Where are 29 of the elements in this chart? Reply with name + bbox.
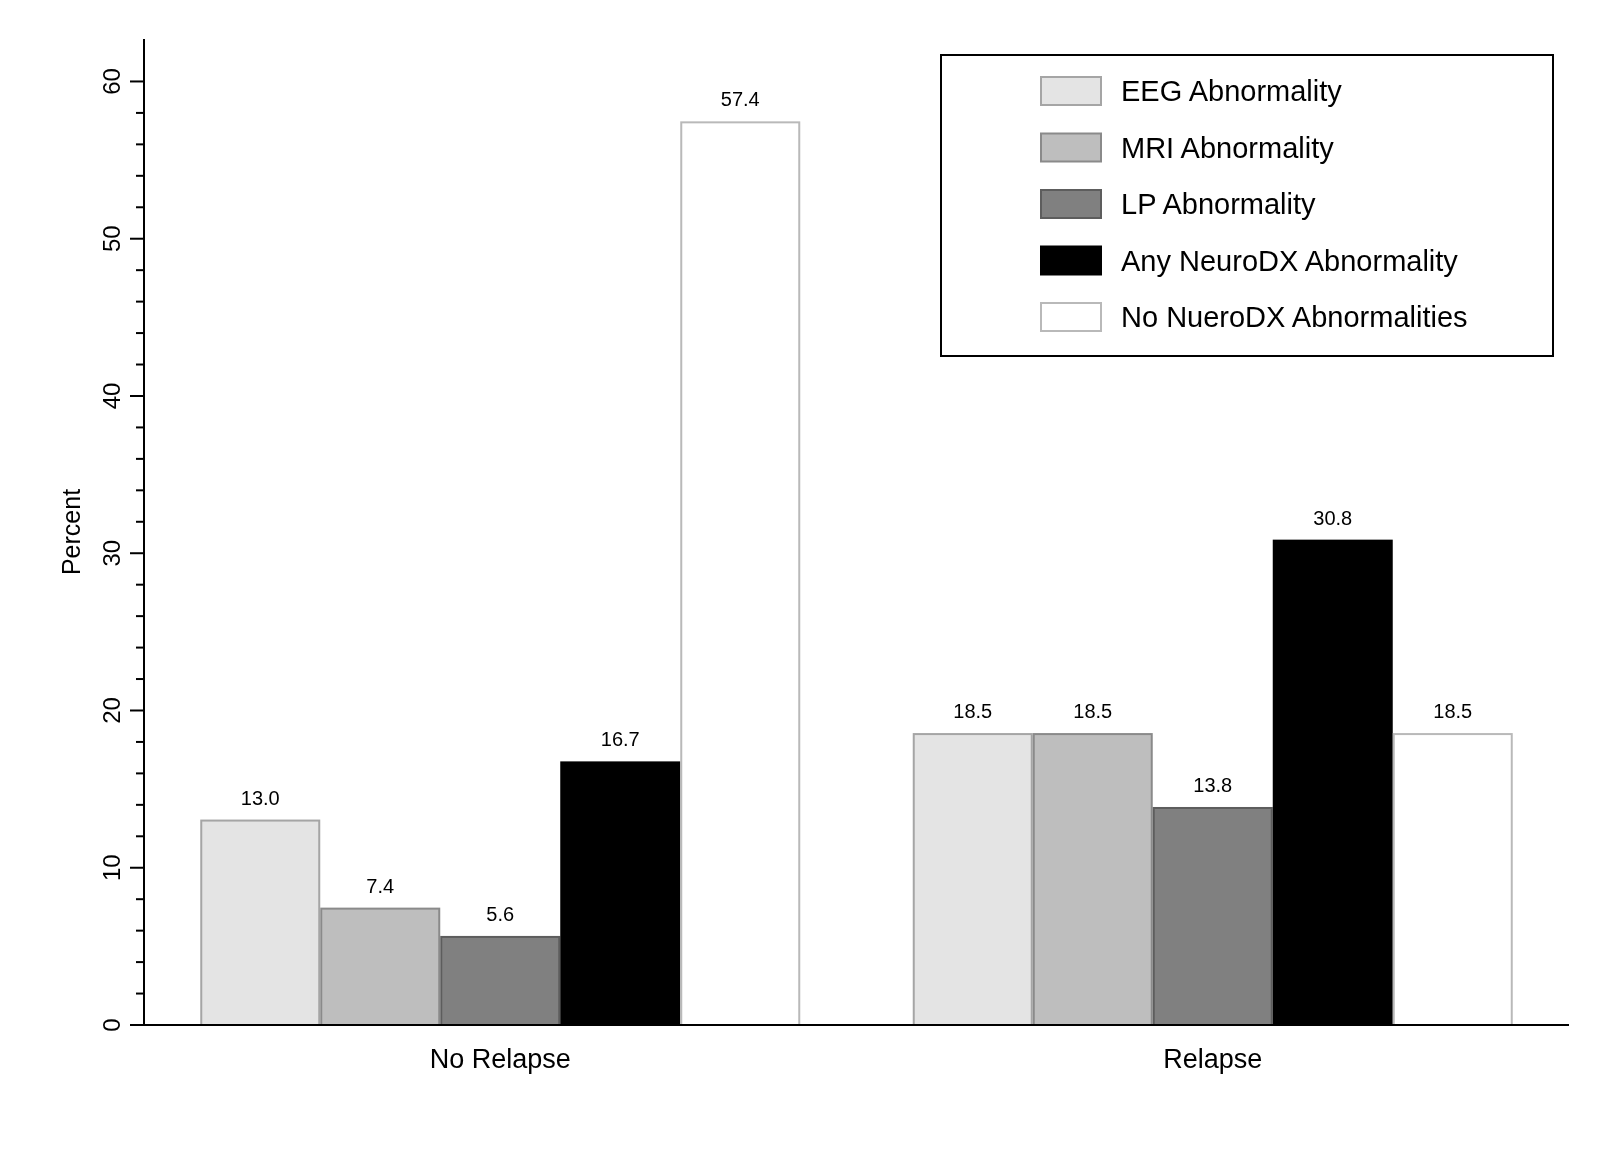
y-tick-label: 60	[98, 68, 125, 95]
y-tick-label: 40	[98, 382, 125, 410]
legend-label: EEG Abnormality	[1121, 75, 1343, 107]
y-tick-label: 30	[98, 539, 125, 567]
legend-label: MRI Abnormality	[1121, 131, 1335, 164]
text: 18.5	[1073, 700, 1113, 723]
bar	[912, 733, 1033, 1026]
legend-label: No NueroDX Abnormalities	[1121, 301, 1468, 333]
text: 13.8	[1193, 773, 1233, 796]
y-tick-label: 20	[98, 697, 125, 724]
bar	[1392, 733, 1513, 1026]
legend-label: Any NeuroDX Abnormality	[1121, 244, 1459, 277]
text: 30.8	[1313, 506, 1353, 529]
legend-label: LP Abnormality	[1121, 188, 1317, 220]
text: 5.6	[486, 902, 515, 925]
text: 13.0	[240, 786, 280, 809]
text: 7.4	[366, 874, 395, 897]
bar	[680, 121, 801, 1026]
text: 18.5	[1433, 700, 1473, 723]
text: 18.5	[953, 700, 993, 723]
text: 57.4	[720, 88, 760, 111]
x-tick-label: Relapse	[1163, 1044, 1263, 1074]
y-axis-title: Percent	[57, 488, 85, 576]
y-tick-label: 10	[98, 854, 125, 882]
y-tick-label: 50	[98, 225, 125, 253]
y-tick-label: 0	[98, 1018, 125, 1032]
bar	[200, 819, 321, 1026]
x-tick-label: No Relapse	[429, 1044, 571, 1074]
text: 16.7	[600, 728, 640, 751]
